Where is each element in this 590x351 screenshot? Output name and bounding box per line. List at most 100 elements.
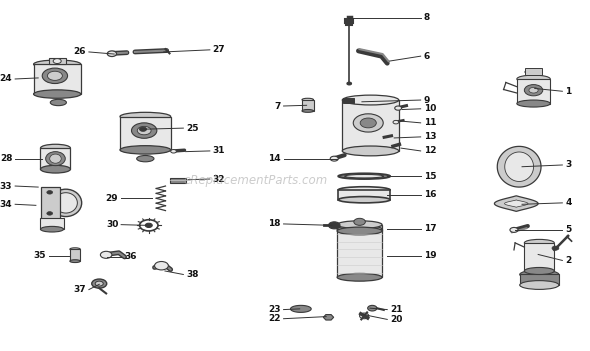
Ellipse shape (41, 144, 70, 152)
Ellipse shape (345, 174, 384, 178)
Bar (337, 225, 382, 231)
Ellipse shape (342, 95, 399, 105)
Ellipse shape (525, 267, 554, 274)
Text: 5: 5 (565, 225, 572, 234)
Ellipse shape (120, 112, 171, 121)
Text: 14: 14 (268, 154, 281, 163)
Polygon shape (323, 314, 334, 320)
Bar (41, 187, 60, 219)
Text: 22: 22 (268, 314, 281, 323)
Bar (343, 98, 354, 103)
Bar (525, 68, 542, 75)
Circle shape (47, 212, 53, 215)
Polygon shape (504, 200, 528, 207)
Bar (342, 100, 399, 151)
Circle shape (552, 246, 559, 250)
Bar (169, 178, 186, 183)
Text: 7: 7 (274, 101, 281, 111)
Circle shape (171, 150, 176, 153)
Text: 28: 28 (0, 154, 12, 163)
Polygon shape (290, 305, 311, 312)
Circle shape (92, 279, 107, 288)
Text: 9: 9 (424, 95, 430, 105)
Text: eReplacementParts.com: eReplacementParts.com (184, 174, 328, 187)
Bar (517, 79, 550, 104)
Ellipse shape (50, 154, 61, 163)
Ellipse shape (302, 98, 313, 101)
Ellipse shape (54, 193, 77, 213)
Ellipse shape (302, 110, 313, 112)
Circle shape (525, 85, 543, 96)
Text: 27: 27 (213, 45, 225, 54)
Text: 21: 21 (390, 305, 402, 314)
Ellipse shape (520, 270, 559, 279)
Ellipse shape (517, 100, 550, 107)
Ellipse shape (525, 69, 542, 75)
Circle shape (140, 127, 146, 131)
Text: 25: 25 (186, 124, 199, 133)
Polygon shape (505, 152, 533, 181)
Ellipse shape (347, 82, 352, 85)
Circle shape (47, 191, 53, 194)
Bar (41, 218, 64, 229)
Circle shape (132, 123, 157, 138)
Ellipse shape (70, 260, 80, 263)
Text: 20: 20 (390, 315, 402, 324)
Bar (525, 243, 554, 271)
Bar (338, 190, 390, 200)
Bar (520, 274, 559, 285)
Circle shape (529, 87, 538, 93)
Ellipse shape (337, 225, 382, 233)
Text: 13: 13 (424, 132, 436, 141)
Bar (70, 249, 80, 261)
Text: 37: 37 (73, 285, 86, 294)
Polygon shape (497, 146, 541, 187)
Circle shape (95, 281, 103, 286)
Ellipse shape (338, 187, 390, 193)
Ellipse shape (34, 60, 81, 68)
Circle shape (353, 114, 384, 132)
Text: 16: 16 (424, 190, 436, 199)
Circle shape (330, 156, 338, 161)
Text: 38: 38 (186, 270, 199, 279)
Circle shape (360, 118, 376, 128)
Text: 36: 36 (124, 252, 136, 261)
Text: 24: 24 (0, 74, 12, 84)
Text: 30: 30 (106, 220, 118, 229)
Circle shape (368, 305, 377, 311)
Bar (48, 58, 66, 64)
Text: 33: 33 (0, 181, 12, 191)
Text: 6: 6 (424, 52, 430, 61)
Circle shape (510, 227, 518, 232)
Text: 2: 2 (565, 256, 572, 265)
Text: 23: 23 (268, 305, 281, 314)
Circle shape (354, 218, 365, 225)
Ellipse shape (338, 197, 390, 203)
Circle shape (47, 71, 63, 80)
Circle shape (53, 59, 61, 64)
Text: 3: 3 (565, 160, 572, 170)
Circle shape (395, 106, 402, 110)
Circle shape (100, 251, 112, 258)
Ellipse shape (50, 189, 81, 217)
Text: 32: 32 (213, 174, 225, 184)
Ellipse shape (520, 281, 559, 289)
Ellipse shape (525, 239, 554, 246)
Text: 18: 18 (268, 219, 281, 229)
Circle shape (107, 51, 117, 57)
Text: 31: 31 (213, 146, 225, 155)
Text: 15: 15 (424, 172, 436, 181)
Text: 29: 29 (106, 194, 118, 203)
Ellipse shape (41, 226, 64, 232)
Ellipse shape (337, 273, 382, 281)
Ellipse shape (45, 152, 65, 166)
Ellipse shape (337, 221, 382, 229)
Ellipse shape (120, 146, 171, 154)
Circle shape (137, 126, 151, 135)
Circle shape (329, 222, 340, 229)
Text: 4: 4 (565, 198, 572, 207)
Ellipse shape (338, 173, 390, 179)
Circle shape (145, 223, 152, 227)
Text: 11: 11 (424, 118, 436, 127)
Circle shape (393, 120, 399, 124)
